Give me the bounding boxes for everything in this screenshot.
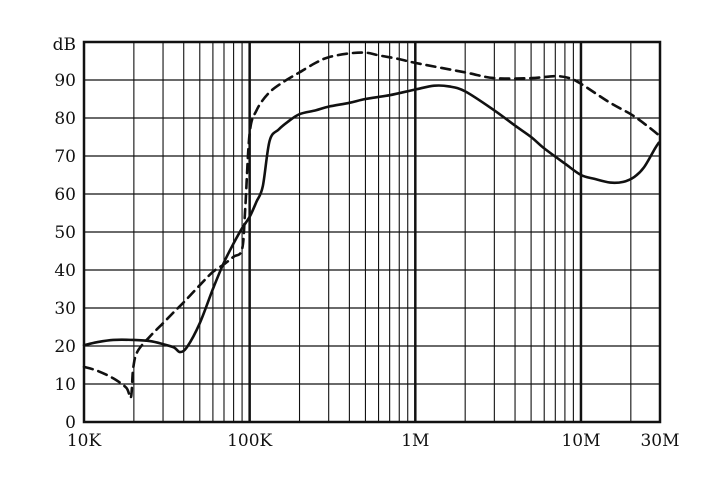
y-tick-label: 10 (54, 375, 76, 395)
y-tick-label: 30 (54, 299, 76, 319)
x-tick-label: 30M (640, 431, 679, 451)
major-gridlines (248, 42, 583, 422)
y-tick-label: 20 (54, 337, 76, 357)
x-tick-label: 10M (561, 431, 600, 451)
y-tick-label: 40 (54, 261, 76, 281)
y-axis-tick-labels: 0 10 20 30 40 50 60 70 80 90 (54, 71, 76, 433)
plot-frame (82, 40, 662, 424)
x-tick-label: 100K (227, 431, 272, 451)
y-tick-label: 60 (54, 185, 76, 205)
x-tick-label: 1M (401, 431, 429, 451)
y-tick-label: 90 (54, 71, 76, 91)
x-axis-tick-labels: 10K 100K 1M 10M 30M (67, 431, 680, 451)
y-tick-label: 80 (54, 109, 76, 129)
series-solid-line (82, 84, 661, 354)
y-tick-label: 70 (54, 147, 76, 167)
y-tick-label: 50 (54, 223, 76, 243)
y-axis-unit-label: dB (53, 35, 76, 55)
x-tick-label: 10K (67, 431, 102, 451)
minor-gridlines (84, 42, 660, 422)
series-layer (82, 51, 661, 400)
series-dashed-line (82, 51, 661, 400)
y-tick-label: 0 (65, 413, 76, 433)
